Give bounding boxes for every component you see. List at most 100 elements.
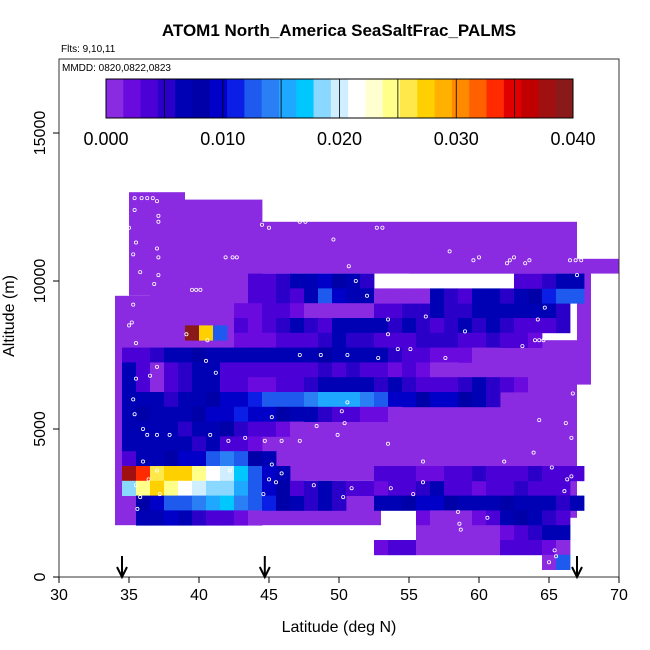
heatmap-cell (276, 377, 291, 393)
sample-point (133, 376, 138, 381)
heatmap-cell (318, 480, 333, 496)
heatmap-cell (192, 347, 207, 363)
heatmap-cell (136, 377, 151, 393)
heatmap-cell (150, 362, 165, 378)
heatmap-cell (262, 495, 277, 511)
heatmap-cell (514, 377, 529, 393)
heatmap-cell (472, 288, 487, 304)
heatmap-cell (136, 318, 151, 334)
heatmap-cell (248, 362, 263, 378)
heatmap-cell (388, 480, 403, 496)
heatmap-cell (514, 273, 529, 289)
sample-point (547, 560, 552, 565)
heatmap-cell (444, 303, 459, 319)
heatmap-cell (402, 392, 417, 408)
heatmap-cell (556, 495, 571, 511)
heatmap-cell (276, 495, 291, 511)
heatmap-cell (150, 318, 165, 334)
heatmap-cell (542, 318, 557, 334)
heatmap-cell (122, 392, 137, 408)
heatmap-cell (472, 480, 487, 496)
sample-point (542, 305, 547, 310)
heatmap-cell (416, 332, 431, 348)
heatmap-cell (248, 436, 263, 452)
heatmap-cell (178, 421, 193, 437)
heatmap-cell (248, 510, 263, 526)
heatmap-cell (416, 466, 431, 482)
heatmap-cell (346, 332, 361, 348)
heatmap-cell (374, 377, 389, 393)
heatmap-cell (164, 480, 179, 496)
sample-point (297, 352, 302, 357)
heatmap-cell (276, 332, 291, 348)
heatmap-cell (262, 303, 277, 319)
heatmap-cell (500, 495, 515, 511)
colorbar-swatch (451, 79, 470, 118)
heatmap-cell (206, 258, 221, 274)
heatmap-cell (416, 347, 431, 363)
sample-point (346, 264, 351, 269)
heatmap-cell (248, 451, 263, 467)
heatmap-cell (444, 332, 459, 348)
heatmap-cell (402, 318, 417, 334)
sample-point (279, 438, 284, 443)
sample-point (156, 273, 161, 278)
heatmap-cell (430, 540, 445, 556)
heatmap-cell (220, 214, 235, 230)
heatmap-cell (486, 377, 501, 393)
heatmap-cell (458, 288, 473, 304)
heatmap-cell (472, 318, 487, 334)
heatmap-cell (360, 347, 375, 363)
heatmap-cell (486, 480, 501, 496)
sample-point (349, 486, 354, 491)
sample-point (458, 527, 463, 532)
heatmap-cell (262, 288, 277, 304)
heatmap-cell (122, 347, 137, 363)
sample-point (133, 483, 138, 488)
heatmap-cell (402, 332, 417, 348)
heatmap-cell (220, 436, 235, 452)
heatmap-cell (206, 495, 221, 511)
heatmap-cell (318, 495, 333, 511)
sample-point (131, 252, 136, 257)
sample-point (353, 278, 358, 283)
heatmap-cell (528, 273, 543, 289)
sample-point (205, 338, 210, 343)
heatmap-cell (192, 229, 207, 245)
heatmap-cell (136, 495, 151, 511)
heatmap-cell (304, 332, 319, 348)
heatmap-cell (136, 406, 151, 422)
sample-point (335, 432, 340, 437)
heatmap-cell (486, 466, 501, 482)
heatmap-cell (276, 406, 291, 422)
colorbar-swatch (278, 79, 297, 118)
heatmap-cell (220, 362, 235, 378)
heatmap-cell (318, 377, 333, 393)
heatmap-cell (486, 303, 501, 319)
sample-point (385, 332, 390, 337)
sample-point (230, 255, 235, 260)
heatmap-cell (430, 303, 445, 319)
heatmap-cell (178, 495, 193, 511)
heatmap-cell (164, 214, 179, 230)
heatmap-cell (220, 273, 235, 289)
heatmap-cell (178, 392, 193, 408)
heatmap-cell (402, 347, 417, 363)
heatmap-cell (136, 451, 151, 467)
heatmap-cell (248, 244, 263, 260)
heatmap-cell (416, 377, 431, 393)
heatmap-cell (542, 288, 557, 304)
heatmap-cell (192, 362, 207, 378)
heatmap-cell (472, 392, 487, 408)
heatmap-cell (136, 436, 151, 452)
heatmap-cell (514, 466, 529, 482)
heatmap-cell (276, 362, 291, 378)
sample-point (579, 258, 584, 263)
heatmap-cell (486, 540, 501, 556)
heatmap-cell (416, 495, 431, 511)
heatmap-cell (164, 229, 179, 245)
chart-title: ATOM1 North_America SeaSaltFrac_PALMS (162, 21, 516, 40)
sample-point (342, 421, 347, 426)
heatmap-cell (136, 392, 151, 408)
